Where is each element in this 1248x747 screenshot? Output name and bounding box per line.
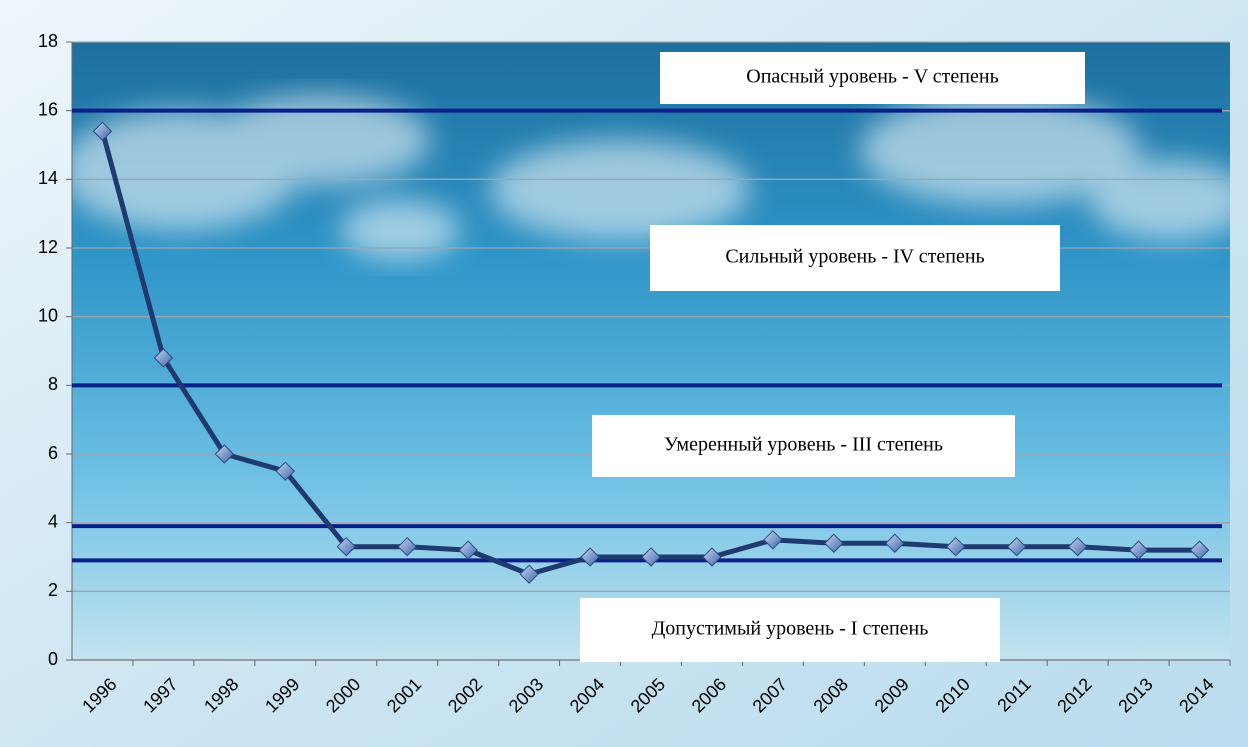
data-point	[458, 540, 478, 560]
y-tick-label: 16	[38, 99, 58, 119]
y-tick-label: 12	[38, 237, 58, 257]
data-point	[1128, 540, 1149, 560]
data-point	[519, 564, 539, 584]
data-point	[580, 547, 600, 567]
annotation-box	[580, 598, 1000, 662]
data-point	[336, 536, 356, 557]
data-point	[702, 547, 722, 567]
y-tick-label: 18	[38, 31, 58, 51]
data-point	[397, 536, 417, 557]
data-point	[1067, 536, 1088, 557]
annotation-box	[660, 52, 1085, 104]
data-point	[153, 348, 174, 368]
data-point	[641, 547, 661, 567]
data-point	[763, 530, 783, 550]
annotation-box	[650, 225, 1060, 291]
y-tick-label: 0	[48, 649, 58, 669]
y-tick-label: 4	[48, 511, 58, 531]
annotation: Умеренный уровень - III степень	[664, 434, 943, 456]
data-point	[214, 444, 235, 464]
data-point	[946, 536, 966, 557]
annotation-box	[592, 415, 1015, 477]
annotation: Сильный уровень - IV степень	[725, 246, 984, 268]
y-tick-label: 6	[48, 443, 58, 463]
annotation: Допустимый уровень - I степень	[652, 618, 929, 640]
y-tick-label: 8	[48, 374, 58, 394]
y-tick-label: 10	[38, 305, 58, 325]
data-point	[275, 461, 296, 481]
data-point	[1006, 536, 1027, 557]
annotation: Опасный уровень - V степень	[746, 66, 998, 88]
y-tick-label: 14	[38, 168, 58, 188]
data-point	[824, 533, 844, 553]
data-point	[92, 121, 113, 141]
clouds	[72, 95, 1230, 260]
data-point	[885, 533, 905, 553]
y-tick-label: 2	[48, 580, 58, 600]
data-point	[1189, 540, 1210, 560]
